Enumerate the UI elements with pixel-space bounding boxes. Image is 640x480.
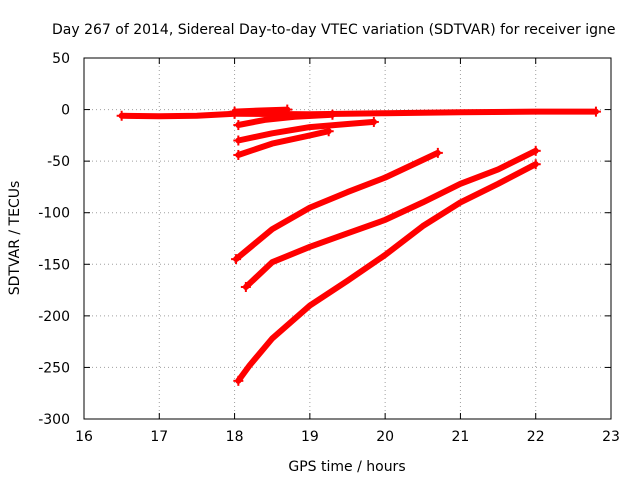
y-tick-labels: -300 -250 -200 -150 -100 -50 0 50: [38, 51, 70, 428]
x-tick-label: 23: [602, 429, 620, 445]
y-tick-label: -200: [38, 309, 70, 325]
x-tick-label: 17: [150, 429, 168, 445]
chart-title: Day 267 of 2014, Sidereal Day-to-day VTE…: [52, 22, 615, 38]
x-tick-label: 16: [75, 429, 93, 445]
data-series-1: [116, 108, 240, 121]
series-trace: [242, 147, 539, 290]
plus-marker: [530, 159, 541, 170]
x-tick-labels: 16 17 18 19 20 21 22 23: [75, 429, 620, 445]
y-tick-label: -300: [38, 412, 70, 428]
data-series-8: [240, 145, 541, 292]
y-tick-label: 0: [61, 103, 70, 119]
plus-marker: [231, 254, 242, 265]
data-series-5: [233, 116, 379, 146]
plus-marker: [233, 375, 244, 386]
plus-marker: [233, 135, 244, 146]
y-tick-label: -100: [38, 206, 70, 222]
plus-marker: [229, 108, 240, 119]
y-tick-label: -250: [38, 360, 70, 376]
series-trace: [233, 149, 441, 263]
y-axis-label: SDTVAR / TECUs: [7, 181, 23, 296]
y-tick-label: -50: [47, 154, 70, 170]
data-series-9: [233, 159, 541, 386]
plus-marker: [323, 126, 334, 137]
x-tick-label: 19: [301, 429, 319, 445]
plus-marker: [233, 120, 244, 131]
plus-marker: [327, 109, 338, 120]
series-trace: [118, 110, 238, 120]
x-tick-label: 20: [376, 429, 394, 445]
x-tick-label: 21: [452, 429, 470, 445]
data-series-7: [231, 147, 443, 265]
plus-marker: [116, 110, 127, 121]
series-trace: [235, 161, 539, 384]
x-tick-label: 22: [527, 429, 545, 445]
x-axis-label: GPS time / hours: [288, 459, 405, 475]
series-layer: [116, 104, 601, 386]
series-trace: [235, 128, 332, 158]
plus-marker: [530, 145, 541, 156]
x-tick-label: 18: [226, 429, 244, 445]
data-series-4: [233, 109, 338, 131]
plus-marker: [240, 281, 251, 292]
plot-frame: [83, 57, 612, 420]
y-tick-label: -150: [38, 257, 70, 273]
plus-marker: [368, 116, 379, 127]
series-trace: [235, 118, 377, 144]
plus-marker: [432, 147, 443, 158]
series-trace: [231, 108, 599, 118]
y-tick-label: 50: [52, 51, 70, 67]
series-trace: [235, 111, 336, 128]
plus-marker: [590, 106, 601, 117]
data-series-6: [233, 126, 334, 160]
plus-marker: [233, 149, 244, 160]
